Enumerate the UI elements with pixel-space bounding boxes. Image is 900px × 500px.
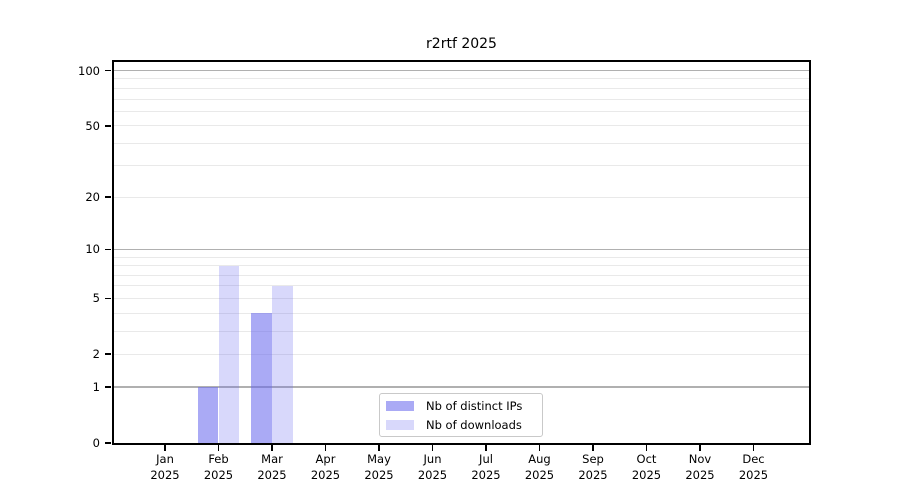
y-tick-label-0: 0 — [92, 436, 100, 450]
gridline-minor-60 — [114, 110, 809, 112]
x-tick-label-nov: Nov 2025 — [685, 452, 715, 482]
gridline-minor-7 — [114, 274, 809, 276]
y-tick-label-100: 100 — [78, 63, 100, 78]
x-tick-mark-jan — [164, 445, 166, 451]
gridline-minor-9 — [114, 256, 809, 258]
bar-nb-of-downloads-mar — [272, 285, 293, 443]
legend-label-distinct-ips: Nb of distinct IPs — [426, 398, 523, 413]
y-tick-label-1: 1 — [92, 380, 100, 395]
gridline-minor-80 — [114, 87, 809, 89]
x-tick-mark-apr — [324, 445, 327, 451]
x-tick-label-may: May 2025 — [364, 452, 394, 482]
y-tick-mark-1 — [105, 386, 111, 388]
legend-swatch-downloads — [386, 419, 414, 430]
gridline-major-1 — [114, 386, 809, 388]
bar-nb-of-downloads-feb — [218, 265, 240, 443]
gridline-minor-4 — [114, 312, 809, 314]
gridline-minor-2 — [114, 353, 809, 355]
y-tick-mark-20 — [105, 196, 111, 199]
gridline-minor-8 — [114, 265, 809, 267]
gridline-major-100 — [114, 69, 809, 72]
y-tick-mark-10 — [105, 248, 111, 251]
chart-title: r2rtf 2025 — [426, 36, 497, 52]
y-tick-label-5: 5 — [92, 291, 100, 306]
bar-nb-of-distinct-ips-feb — [197, 387, 219, 443]
gridline-minor-50 — [114, 125, 809, 127]
grid-layer — [114, 62, 809, 443]
x-tick-label-dec: Dec 2025 — [738, 452, 769, 482]
gridline-minor-40 — [114, 142, 809, 144]
y-tick-mark-5 — [105, 297, 111, 300]
x-tick-mark-dec — [752, 445, 755, 451]
gridline-minor-20 — [114, 196, 809, 198]
x-tick-label-sep: Sep 2025 — [578, 452, 608, 482]
x-tick-mark-aug — [538, 445, 541, 451]
x-tick-mark-nov — [699, 445, 701, 451]
gridline-minor-90 — [114, 78, 809, 80]
y-tick-mark-2 — [105, 353, 111, 356]
x-tick-label-oct: Oct 2025 — [631, 452, 662, 482]
y-tick-mark-50 — [105, 124, 111, 127]
legend: Nb of distinct IPs Nb of downloads — [379, 393, 543, 437]
x-tick-mark-sep — [592, 445, 594, 451]
y-tick-label-50: 50 — [85, 118, 100, 133]
plot-area — [112, 60, 811, 445]
y-tick-mark-0 — [105, 442, 111, 444]
x-tick-label-apr: Apr 2025 — [310, 452, 341, 482]
x-tick-mark-feb — [217, 445, 220, 451]
gridline-minor-3 — [114, 330, 809, 332]
x-tick-mark-jul — [485, 445, 487, 451]
gridline-minor-6 — [114, 285, 809, 287]
gridline-minor-70 — [114, 98, 809, 100]
gridline-major-10 — [114, 248, 809, 251]
x-tick-mark-may — [378, 445, 380, 451]
y-tick-mark-100 — [105, 69, 111, 72]
gridline-minor-5 — [114, 297, 809, 299]
bar-nb-of-distinct-ips-mar — [251, 313, 272, 443]
y-tick-label-10: 10 — [85, 242, 100, 257]
legend-item-distinct-ips: Nb of distinct IPs — [386, 398, 542, 413]
x-tick-label-jul: Jul 2025 — [471, 452, 501, 482]
bars-layer — [114, 62, 809, 443]
legend-item-downloads: Nb of downloads — [386, 417, 542, 432]
x-tick-label-feb: Feb 2025 — [203, 452, 234, 482]
y-tick-label-20: 20 — [85, 190, 100, 205]
x-tick-mark-mar — [271, 445, 273, 451]
x-tick-label-jan: Jan 2025 — [150, 452, 180, 482]
x-tick-label-jun: Jun 2025 — [417, 452, 448, 482]
x-tick-mark-jun — [431, 445, 434, 451]
legend-swatch-distinct-ips — [386, 400, 414, 411]
gridline-minor-30 — [114, 165, 809, 167]
x-tick-label-aug: Aug 2025 — [524, 452, 555, 482]
x-tick-label-mar: Mar 2025 — [257, 452, 287, 482]
y-tick-label-2: 2 — [92, 347, 100, 362]
x-tick-mark-oct — [645, 445, 648, 451]
legend-label-downloads: Nb of downloads — [426, 417, 522, 432]
